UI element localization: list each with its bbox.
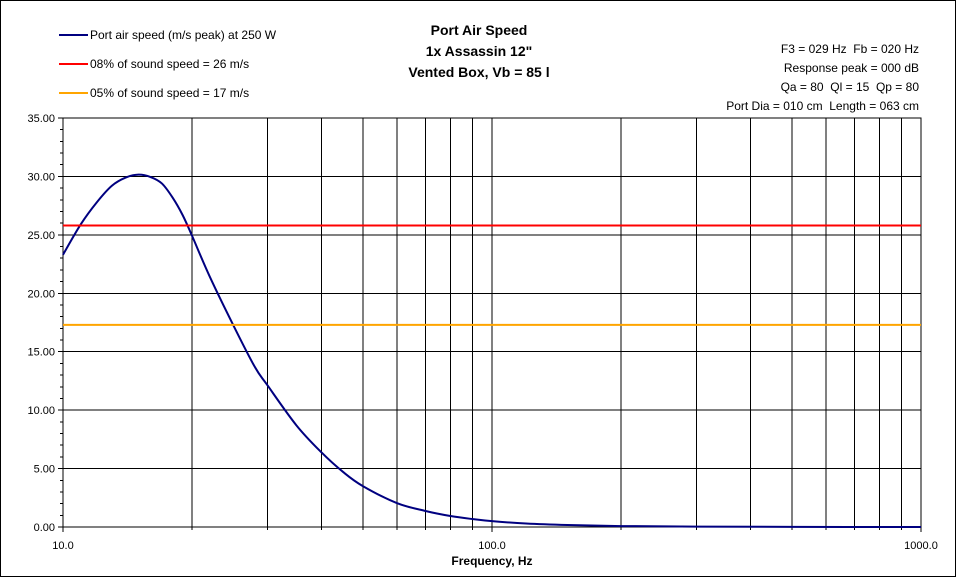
y-tick-label: 25.00 xyxy=(27,230,55,242)
chart-title-line-3: Vented Box, Vb = 85 l xyxy=(408,64,549,80)
series-line-port-air-speed-m-s-peak-at-250-w xyxy=(62,173,922,528)
y-tick-label: 0.00 xyxy=(34,522,55,534)
legend-label-eight-percent-sound-speed: 08% of sound speed = 26 m/s xyxy=(90,57,249,71)
annotation-response-peak: Response peak = 000 dB xyxy=(784,61,919,75)
legend-item-eight-percent-sound-speed: 08% of sound speed = 26 m/s xyxy=(59,57,249,71)
annotation-f3-fb: F3 = 029 Hz Fb = 020 Hz xyxy=(781,42,919,56)
chart-title-line-1: Port Air Speed xyxy=(431,22,528,38)
y-tick-label: 30.00 xyxy=(27,171,55,183)
y-tick-label: 35.00 xyxy=(27,113,55,125)
design-parameters: F3 = 029 Hz Fb = 020 Hz Response peak = … xyxy=(726,42,919,113)
plot-series xyxy=(62,173,922,528)
legend-item-port-air-speed: Port air speed (m/s peak) at 250 W xyxy=(59,28,277,42)
x-tick-label: 100.0 xyxy=(478,540,506,552)
annotation-q-values: Qa = 80 Ql = 15 Qp = 80 xyxy=(781,80,920,94)
x-axis-title: Frequency, Hz xyxy=(451,554,532,568)
gridlines xyxy=(62,117,922,528)
legend-label-port-air-speed: Port air speed (m/s peak) at 250 W xyxy=(90,28,277,42)
y-axis-tick-labels: 0.00 5.00 10.00 15.00 20.00 25.00 30.00 35.00 xyxy=(27,113,55,534)
y-tick-label: 5.00 xyxy=(34,464,55,476)
y-tick-label: 15.00 xyxy=(27,347,55,359)
chart-title: Port Air Speed 1x Assassin 12" Vented Bo… xyxy=(408,22,549,80)
x-tick-label: 10.0 xyxy=(52,540,73,552)
x-tick-label: 1000.0 xyxy=(904,540,938,552)
x-axis-tick-labels: 10.0 100.0 1000.0 xyxy=(52,540,938,552)
legend-label-five-percent-sound-speed: 05% of sound speed = 17 m/s xyxy=(90,86,249,100)
annotation-port-dimensions: Port Dia = 010 cm Length = 063 cm xyxy=(726,99,919,113)
y-tick-label: 20.00 xyxy=(27,288,55,300)
y-tick-label: 10.00 xyxy=(27,405,55,417)
legend-item-five-percent-sound-speed: 05% of sound speed = 17 m/s xyxy=(59,86,249,100)
legend: Port air speed (m/s peak) at 250 W 08% o… xyxy=(59,28,277,100)
chart-title-line-2: 1x Assassin 12" xyxy=(426,43,533,59)
